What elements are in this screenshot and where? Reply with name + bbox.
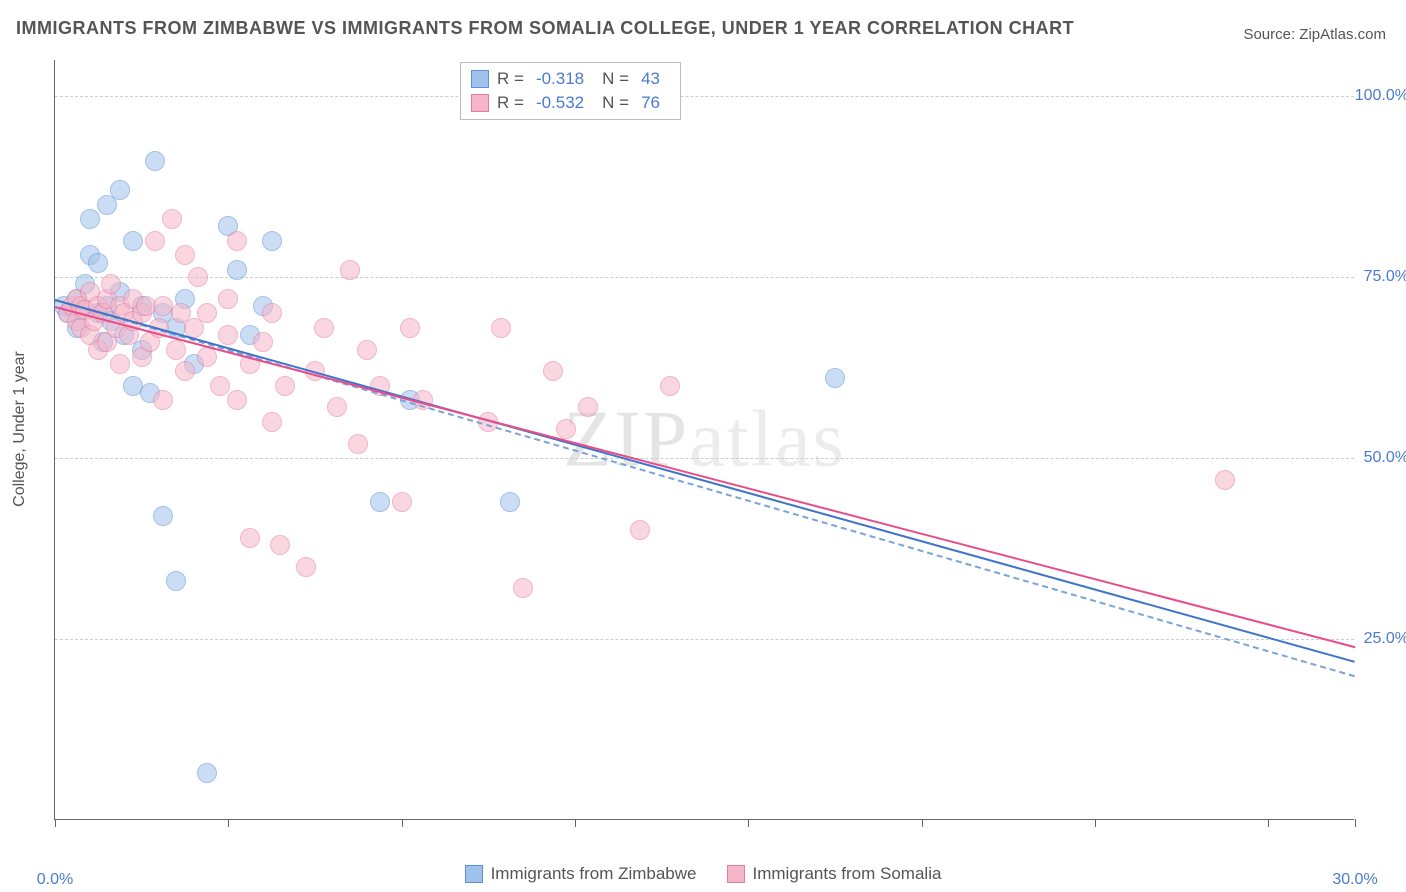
y-axis-label: College, Under 1 year — [11, 351, 29, 507]
y-tick-label: 25.0% — [1364, 630, 1406, 648]
stats-swatch — [471, 94, 489, 112]
stats-r-value: -0.318 — [536, 69, 584, 89]
scatter-point — [327, 397, 347, 417]
scatter-point — [270, 535, 290, 555]
scatter-point — [145, 231, 165, 251]
x-tick — [55, 819, 56, 827]
scatter-point — [348, 434, 368, 454]
scatter-point — [660, 376, 680, 396]
stats-n-value: 43 — [641, 69, 660, 89]
scatter-point — [262, 412, 282, 432]
scatter-point — [370, 492, 390, 512]
scatter-point — [110, 180, 130, 200]
source-label: Source: ZipAtlas.com — [1243, 26, 1386, 43]
scatter-point — [175, 245, 195, 265]
scatter-point — [314, 318, 334, 338]
trend-line — [55, 299, 1356, 677]
scatter-point — [175, 361, 195, 381]
gridline — [55, 96, 1354, 97]
stats-row: R = -0.318 N = 43 — [471, 67, 670, 91]
stats-r-label: R = — [497, 69, 524, 89]
scatter-point — [253, 332, 273, 352]
scatter-point — [296, 557, 316, 577]
x-tick — [1355, 819, 1356, 827]
scatter-point — [500, 492, 520, 512]
scatter-point — [400, 318, 420, 338]
y-tick-label: 100.0% — [1355, 87, 1406, 105]
scatter-point — [162, 209, 182, 229]
stats-n-value: 76 — [641, 93, 660, 113]
stats-r-value: -0.532 — [536, 93, 584, 113]
scatter-point — [262, 231, 282, 251]
scatter-point — [123, 231, 143, 251]
x-tick — [228, 819, 229, 827]
scatter-point — [357, 340, 377, 360]
stats-r-label: R = — [497, 93, 524, 113]
scatter-point — [630, 520, 650, 540]
scatter-point — [543, 361, 563, 381]
scatter-point — [80, 209, 100, 229]
chart-area: ZIPatlas 25.0%50.0%75.0%100.0%0.0%30.0% — [54, 60, 1354, 820]
scatter-point — [240, 528, 260, 548]
scatter-point — [262, 303, 282, 323]
scatter-point — [210, 376, 230, 396]
x-tick — [402, 819, 403, 827]
scatter-point — [218, 325, 238, 345]
stats-swatch — [471, 70, 489, 88]
y-tick-label: 50.0% — [1364, 449, 1406, 467]
y-tick-label: 75.0% — [1364, 268, 1406, 286]
scatter-point — [110, 354, 130, 374]
scatter-point — [166, 571, 186, 591]
chart-title: IMMIGRANTS FROM ZIMBABWE VS IMMIGRANTS F… — [16, 18, 1074, 39]
watermark: ZIPatlas — [563, 394, 846, 485]
scatter-point — [88, 253, 108, 273]
stats-n-label: N = — [602, 93, 629, 113]
scatter-point — [1215, 470, 1235, 490]
x-tick — [748, 819, 749, 827]
scatter-point — [227, 260, 247, 280]
legend-item: Immigrants from Somalia — [727, 864, 942, 884]
scatter-point — [825, 368, 845, 388]
scatter-point — [188, 267, 208, 287]
scatter-point — [145, 151, 165, 171]
legend-label: Immigrants from Zimbabwe — [491, 864, 697, 884]
gridline — [55, 458, 1354, 459]
x-tick — [1095, 819, 1096, 827]
gridline — [55, 277, 1354, 278]
x-tick — [922, 819, 923, 827]
legend-item: Immigrants from Zimbabwe — [465, 864, 697, 884]
x-tick — [575, 819, 576, 827]
scatter-point — [556, 419, 576, 439]
stats-row: R = -0.532 N = 76 — [471, 91, 670, 115]
scatter-point — [101, 274, 121, 294]
stats-n-label: N = — [602, 69, 629, 89]
scatter-point — [197, 303, 217, 323]
legend-swatch — [465, 865, 483, 883]
scatter-point — [166, 340, 186, 360]
scatter-point — [491, 318, 511, 338]
trend-line — [55, 306, 1355, 648]
scatter-point — [578, 397, 598, 417]
legend: Immigrants from Zimbabwe Immigrants from … — [0, 864, 1406, 884]
scatter-point — [218, 289, 238, 309]
scatter-point — [340, 260, 360, 280]
scatter-point — [197, 763, 217, 783]
scatter-point — [227, 231, 247, 251]
legend-label: Immigrants from Somalia — [753, 864, 942, 884]
scatter-point — [153, 506, 173, 526]
scatter-point — [153, 390, 173, 410]
scatter-point — [227, 390, 247, 410]
x-tick — [1268, 819, 1269, 827]
scatter-point — [275, 376, 295, 396]
stats-box: R = -0.318 N = 43 R = -0.532 N = 76 — [460, 62, 681, 120]
scatter-point — [513, 578, 533, 598]
scatter-point — [392, 492, 412, 512]
trend-line — [55, 299, 1356, 663]
gridline — [55, 639, 1354, 640]
legend-swatch — [727, 865, 745, 883]
